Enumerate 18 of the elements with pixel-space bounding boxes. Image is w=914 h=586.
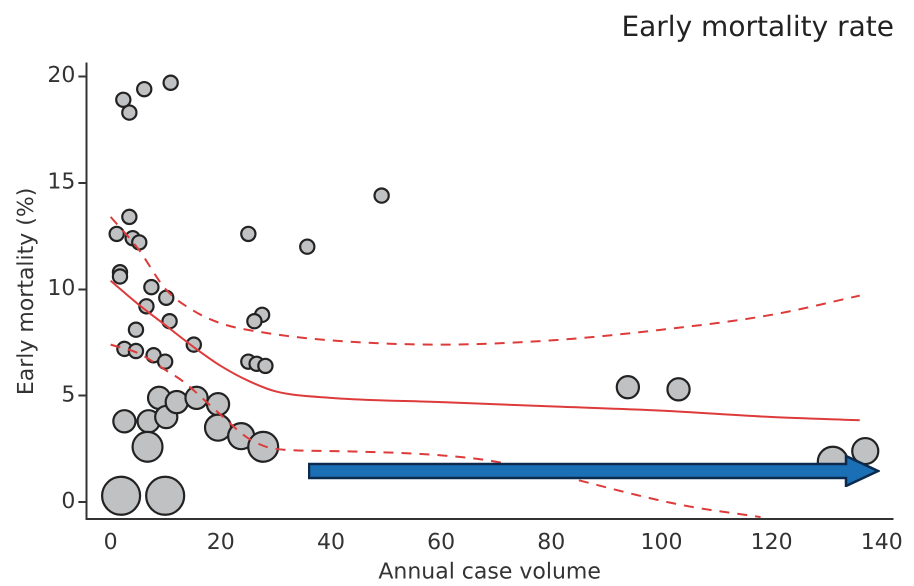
y-axis-title: Early mortality (%) — [14, 188, 39, 396]
chart-title: Early mortality rate — [621, 10, 894, 44]
x-tick-label: 120 — [750, 530, 793, 556]
x-tick-label: 40 — [316, 530, 345, 556]
y-tick-label: 15 — [47, 170, 76, 195]
y-tick-label: 5 — [61, 382, 76, 408]
y-tick-label: 20 — [47, 63, 76, 88]
y-tick-label: 10 — [47, 276, 76, 301]
x-tick-label: 100 — [640, 530, 682, 556]
y-tick-label: 0 — [61, 488, 76, 514]
x-tick-label: 60 — [427, 530, 456, 556]
x-tick-label: 140 — [860, 530, 903, 556]
x-axis-title: Annual case volume — [378, 560, 601, 585]
x-tick-label: 80 — [537, 530, 566, 556]
x-tick-label: 0 — [104, 530, 118, 556]
x-tick-label: 20 — [206, 530, 235, 556]
line-series — [110, 344, 762, 518]
line-series — [110, 216, 861, 346]
